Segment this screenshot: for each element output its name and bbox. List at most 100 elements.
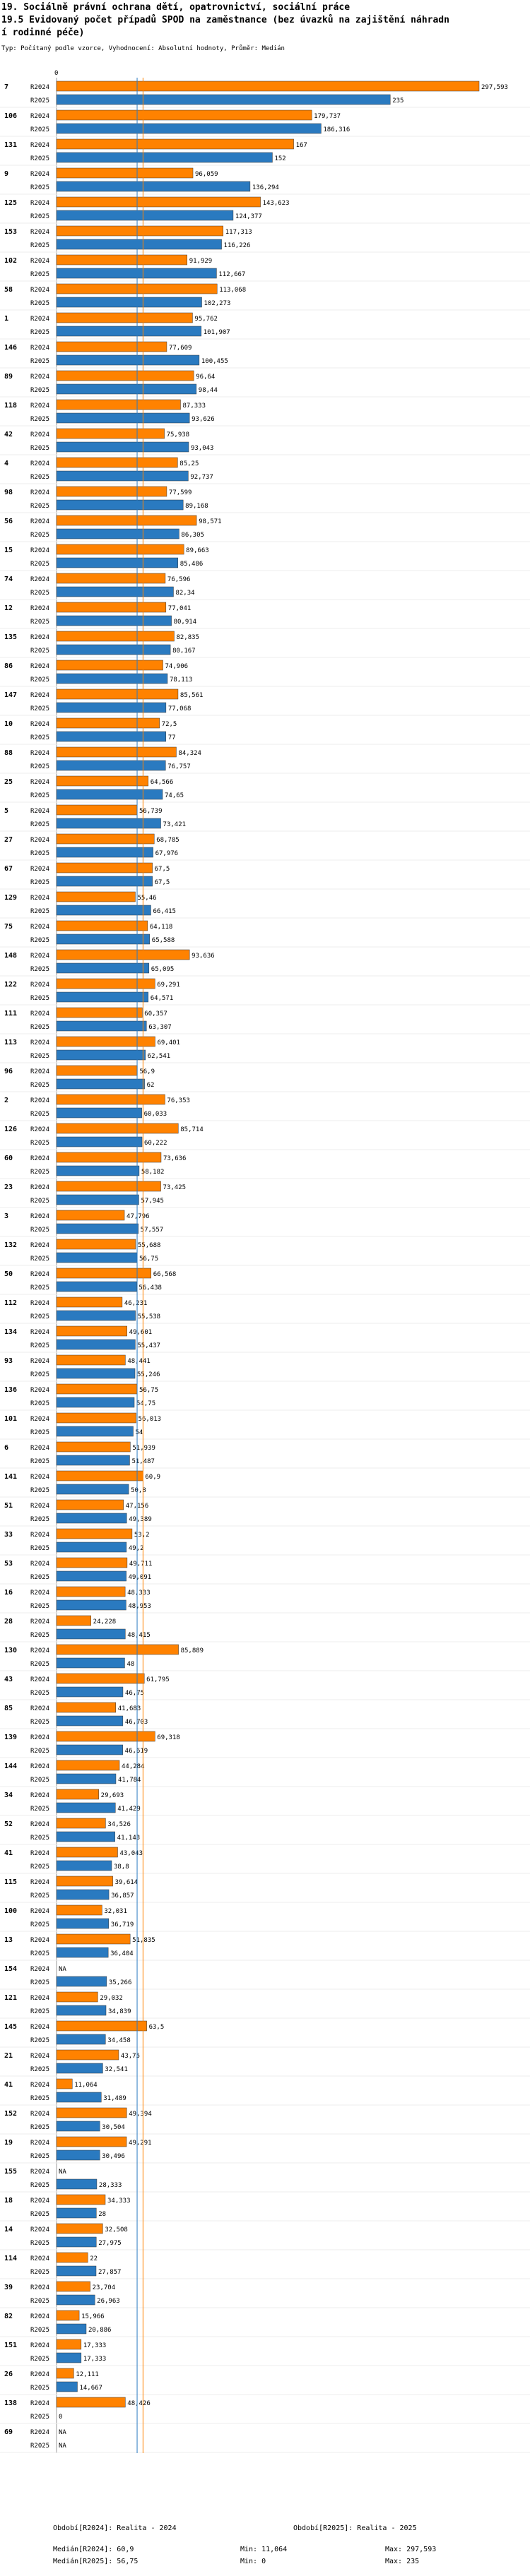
row-id-label: 82: [4, 2313, 13, 2320]
bar-r2025: [56, 1802, 116, 1813]
data-label-r2025: 136,294: [252, 184, 279, 191]
series-label-r2024: R2024: [30, 431, 49, 439]
bar-r2025: [56, 2381, 78, 2392]
bar-r2024: [56, 1123, 179, 1134]
bar-r2024: [56, 1991, 98, 2003]
series-label-r2025: R2025: [30, 2269, 49, 2276]
bar-r2025: [56, 1918, 110, 1929]
data-label-r2024: 82,835: [176, 634, 199, 641]
series-label-r2025: R2025: [30, 763, 49, 770]
series-label-r2025: R2025: [30, 1111, 49, 1118]
data-label-r2024: 43,043: [119, 1850, 143, 1857]
bar-r2024: [56, 1499, 124, 1510]
series-label-r2025: R2025: [30, 2443, 49, 2450]
data-label-r2024: NA: [59, 1966, 66, 1973]
row-id-label: 19: [4, 2139, 13, 2147]
data-label-r2024: 60,357: [144, 1010, 167, 1018]
data-label-r2024: 143,623: [263, 200, 290, 207]
bar-r2024: [56, 2310, 80, 2321]
series-label-r2025: R2025: [30, 2385, 49, 2392]
bar-r2025: [56, 239, 222, 250]
series-label-r2024: R2024: [30, 1850, 49, 1857]
bar-r2025: [56, 1107, 142, 1119]
row-id-label: 122: [4, 981, 17, 989]
bar-r2025: [56, 2092, 102, 2103]
data-label-r2024: 34,333: [107, 2198, 131, 2205]
series-label-r2024: R2024: [30, 1763, 49, 1770]
series-label-r2024: R2024: [30, 2226, 49, 2234]
series-label-r2024: R2024: [30, 1242, 49, 1249]
series-label-r2024: R2024: [30, 1705, 49, 1712]
series-label-r2024: R2024: [30, 2053, 49, 2060]
series-label-r2024: R2024: [30, 200, 49, 207]
series-label-r2025: R2025: [30, 2414, 49, 2421]
data-label-r2025: 30,496: [102, 2153, 125, 2160]
data-label-r2025: 235: [392, 97, 404, 105]
bar-r2025: [56, 2352, 82, 2363]
bar-r2024: [56, 833, 155, 845]
max-2025-label: Max: 235: [385, 2558, 420, 2565]
axis-zero-label: 0: [54, 70, 58, 77]
data-label-r2025: 58,182: [141, 1169, 165, 1176]
bar-r2025: [56, 1686, 124, 1698]
row-id-label: 85: [4, 1705, 13, 1712]
data-label-r2024: 55,688: [138, 1242, 161, 1249]
bar-r2024: [56, 2397, 126, 2408]
data-label-r2024: 67,5: [155, 866, 170, 873]
series-label-r2024: R2024: [30, 953, 49, 960]
bar-r2025: [56, 557, 179, 568]
data-label-r2024: NA: [59, 2429, 66, 2436]
bar-r2024: [56, 109, 312, 121]
series-label-r2025: R2025: [30, 619, 49, 626]
data-label-r2025: 74,65: [165, 792, 184, 799]
data-label-r2025: 41,429: [117, 1806, 141, 1813]
series-label-r2024: R2024: [30, 2198, 49, 2205]
series-label-r2025: R2025: [30, 2182, 49, 2189]
data-label-r2025: 98,44: [199, 387, 218, 394]
row-id-label: 4: [4, 460, 8, 467]
bar-r2025: [56, 1136, 143, 1147]
bar-r2025: [56, 1397, 135, 1408]
data-label-r2025: 80,167: [172, 648, 196, 655]
row-id-label: 28: [4, 1618, 13, 1626]
bar-r2024: [56, 717, 160, 729]
bar-r2025: [56, 210, 234, 221]
row-id-label: 6: [4, 1444, 8, 1452]
series-label-r2025: R2025: [30, 966, 49, 973]
data-label-r2025: 112,667: [218, 271, 245, 278]
series-label-r2025: R2025: [30, 1979, 49, 1986]
series-label-r2024: R2024: [30, 489, 49, 496]
bar-r2024: [56, 515, 197, 526]
series-label-r2024: R2024: [30, 2111, 49, 2118]
bar-r2024: [56, 2194, 106, 2205]
report-title: 19. Sociálně právní ochrana dětí, opatro…: [1, 2, 351, 13]
series-label-r2025: R2025: [30, 1371, 49, 1378]
series-label-r2025: R2025: [30, 416, 49, 423]
series-label-r2025: R2025: [30, 1053, 49, 1060]
data-label-r2024: 56,9: [139, 1068, 155, 1075]
series-label-r2025: R2025: [30, 213, 49, 220]
data-label-r2025: 116,226: [224, 242, 251, 249]
row-id-label: 43: [4, 1676, 13, 1683]
bar-r2025: [56, 1599, 126, 1611]
bar-r2024: [56, 1354, 126, 1366]
data-label-r2024: 85,714: [180, 1126, 204, 1133]
series-label-r2025: R2025: [30, 358, 49, 365]
bar-r2024: [56, 1557, 128, 1568]
bar-r2024: [56, 1818, 106, 1829]
data-label-r2024: 29,693: [101, 1792, 124, 1799]
bar-r2025: [56, 499, 184, 511]
data-label-r2025: 49,2: [129, 1545, 144, 1552]
bar-r2024: [56, 1731, 155, 1742]
bar-r2024: [56, 80, 480, 92]
bar-r2025: [56, 2034, 106, 2045]
series-label-r2024: R2024: [30, 1068, 49, 1075]
max-2024-label: Max: 297,593: [385, 2546, 437, 2553]
chart-subtitle: Typ: Počítaný podle vzorce, Vyhodnocení:…: [1, 45, 285, 52]
data-label-r2024: 17,333: [83, 2342, 107, 2349]
data-label-r2025: 60,033: [144, 1111, 167, 1118]
data-label-r2025: 34,839: [108, 2008, 131, 2015]
row-id-label: 89: [4, 373, 13, 381]
data-label-r2025: 46,75: [125, 1690, 144, 1697]
row-id-label: 139: [4, 1734, 17, 1741]
